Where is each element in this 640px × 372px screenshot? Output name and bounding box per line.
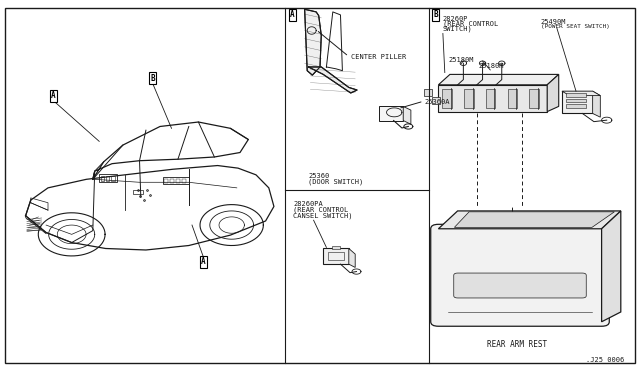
Text: .J25 0006: .J25 0006 — [586, 357, 624, 363]
Polygon shape — [305, 9, 321, 75]
Text: REAR ARM REST: REAR ARM REST — [487, 340, 547, 349]
Polygon shape — [454, 212, 614, 227]
Text: SWITCH): SWITCH) — [443, 26, 472, 32]
Text: B: B — [433, 10, 438, 19]
Text: 28260P: 28260P — [443, 16, 468, 22]
Bar — [438, 85, 547, 112]
Bar — [442, 89, 452, 108]
Text: 25180M: 25180M — [448, 57, 474, 63]
Polygon shape — [403, 106, 411, 124]
Polygon shape — [349, 248, 355, 267]
FancyBboxPatch shape — [431, 224, 609, 326]
Bar — [182, 179, 186, 183]
Polygon shape — [308, 67, 357, 93]
Bar — [562, 91, 593, 113]
Bar — [508, 89, 517, 108]
Bar — [99, 174, 117, 182]
Text: 25180M: 25180M — [479, 63, 504, 69]
Text: 25360: 25360 — [308, 173, 330, 179]
Bar — [111, 176, 115, 181]
Bar — [323, 248, 349, 264]
Text: 25360A: 25360A — [425, 99, 451, 105]
Bar — [170, 179, 174, 183]
Bar — [101, 176, 104, 181]
Bar — [332, 246, 340, 249]
Bar — [486, 89, 495, 108]
Bar — [328, 252, 344, 260]
Text: A: A — [290, 10, 295, 19]
Bar — [176, 179, 180, 183]
Text: (DOOR SWITCH): (DOOR SWITCH) — [308, 179, 364, 185]
Polygon shape — [438, 211, 621, 229]
Bar — [464, 89, 474, 108]
Text: CENTER PILLER: CENTER PILLER — [351, 54, 406, 60]
Text: (POWER SEAT SWITCH): (POWER SEAT SWITCH) — [541, 24, 610, 29]
Bar — [566, 93, 586, 97]
Text: (REAR CONTROL: (REAR CONTROL — [293, 206, 348, 213]
Bar — [133, 190, 143, 194]
Bar — [566, 99, 586, 102]
Bar — [164, 179, 168, 183]
Text: B: B — [150, 74, 155, 83]
Bar — [432, 97, 440, 103]
Bar — [529, 89, 539, 108]
Polygon shape — [593, 91, 600, 117]
Bar — [106, 176, 109, 181]
Text: 28260PA: 28260PA — [293, 201, 323, 207]
Polygon shape — [438, 74, 559, 85]
Bar — [566, 104, 586, 108]
Text: 25490M: 25490M — [541, 19, 566, 25]
Text: A: A — [51, 92, 56, 100]
FancyBboxPatch shape — [454, 273, 586, 298]
Bar — [163, 177, 189, 184]
Bar — [379, 106, 403, 121]
Text: (REAR CONTROL: (REAR CONTROL — [443, 20, 498, 27]
Text: CANSEL SWITCH): CANSEL SWITCH) — [293, 212, 353, 219]
Polygon shape — [602, 211, 621, 322]
Polygon shape — [547, 74, 559, 112]
Polygon shape — [562, 91, 600, 96]
Bar — [424, 89, 432, 96]
Text: A: A — [201, 257, 206, 266]
